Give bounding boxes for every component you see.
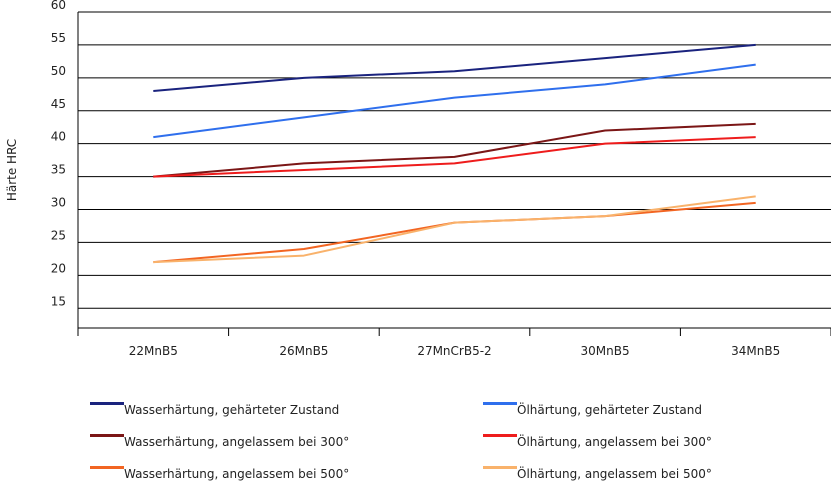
series-line-3	[153, 122, 756, 178]
y-tick-labels: 15 20 25 30 35 40 45 50 55 60	[51, 0, 66, 308]
x-tick-label: 27MnCrB5-2	[417, 344, 491, 358]
series-line-5	[153, 201, 756, 264]
legend-swatch	[90, 466, 124, 469]
y-tick-label: 40	[51, 130, 66, 144]
series-line-1	[153, 43, 756, 92]
legend-item-6: Ölhärtung, angelassem bei 500°	[483, 465, 712, 481]
y-axis-title: Härte HRC	[5, 139, 19, 201]
x-tick-label: 30MnB5	[581, 344, 630, 358]
legend-label: Ölhärtung, gehärteter Zustand	[517, 401, 702, 417]
y-tick-label: 30	[51, 196, 66, 210]
y-tick-label: 60	[51, 0, 66, 12]
y-tick-label: 50	[51, 64, 66, 78]
x-tick-label: 22MnB5	[129, 344, 178, 358]
legend-swatch	[483, 466, 517, 469]
legend-item-5: Wasserhärtung, angelassem bei 500°	[90, 466, 349, 481]
axes	[77, 12, 831, 329]
legend-item-3: Wasserhärtung, angelassem bei 300°	[90, 434, 349, 449]
legend-swatch	[483, 434, 517, 437]
legend-item-2: Ölhärtung, gehärteter Zustand	[483, 401, 702, 417]
legend-swatch	[90, 402, 124, 405]
legend-label: Ölhärtung, angelassem bei 300°	[517, 433, 712, 449]
x-tick-labels: 22MnB5 26MnB5 27MnCrB5-2 30MnB5 34MnB5	[77, 328, 831, 358]
legend-item-1: Wasserhärtung, gehärteter Zustand	[90, 402, 339, 417]
series-line-2	[153, 63, 756, 139]
series-line-6	[153, 195, 756, 264]
y-tick-label: 55	[51, 31, 66, 45]
data-series	[153, 43, 756, 264]
legend-label: Ölhärtung, angelassem bei 500°	[517, 465, 712, 481]
y-tick-label: 15	[51, 294, 66, 308]
y-tick-label: 45	[51, 97, 66, 111]
x-tick-label: 26MnB5	[279, 344, 328, 358]
legend-label: Wasserhärtung, gehärteter Zustand	[124, 403, 339, 417]
y-tick-label: 20	[51, 261, 66, 275]
legend: Wasserhärtung, gehärteter Zustand Ölhärtu…	[90, 401, 712, 481]
legend-swatch	[90, 434, 124, 437]
y-tick-label: 25	[51, 228, 66, 242]
legend-item-4: Ölhärtung, angelassem bei 300°	[483, 433, 712, 449]
legend-label: Wasserhärtung, angelassem bei 300°	[124, 435, 349, 449]
legend-swatch	[483, 402, 517, 405]
y-tick-label: 35	[51, 163, 66, 177]
series-line-4	[153, 136, 756, 178]
legend-label: Wasserhärtung, angelassem bei 500°	[124, 467, 349, 481]
x-tick-label: 34MnB5	[731, 344, 780, 358]
gridlines	[78, 11, 831, 309]
